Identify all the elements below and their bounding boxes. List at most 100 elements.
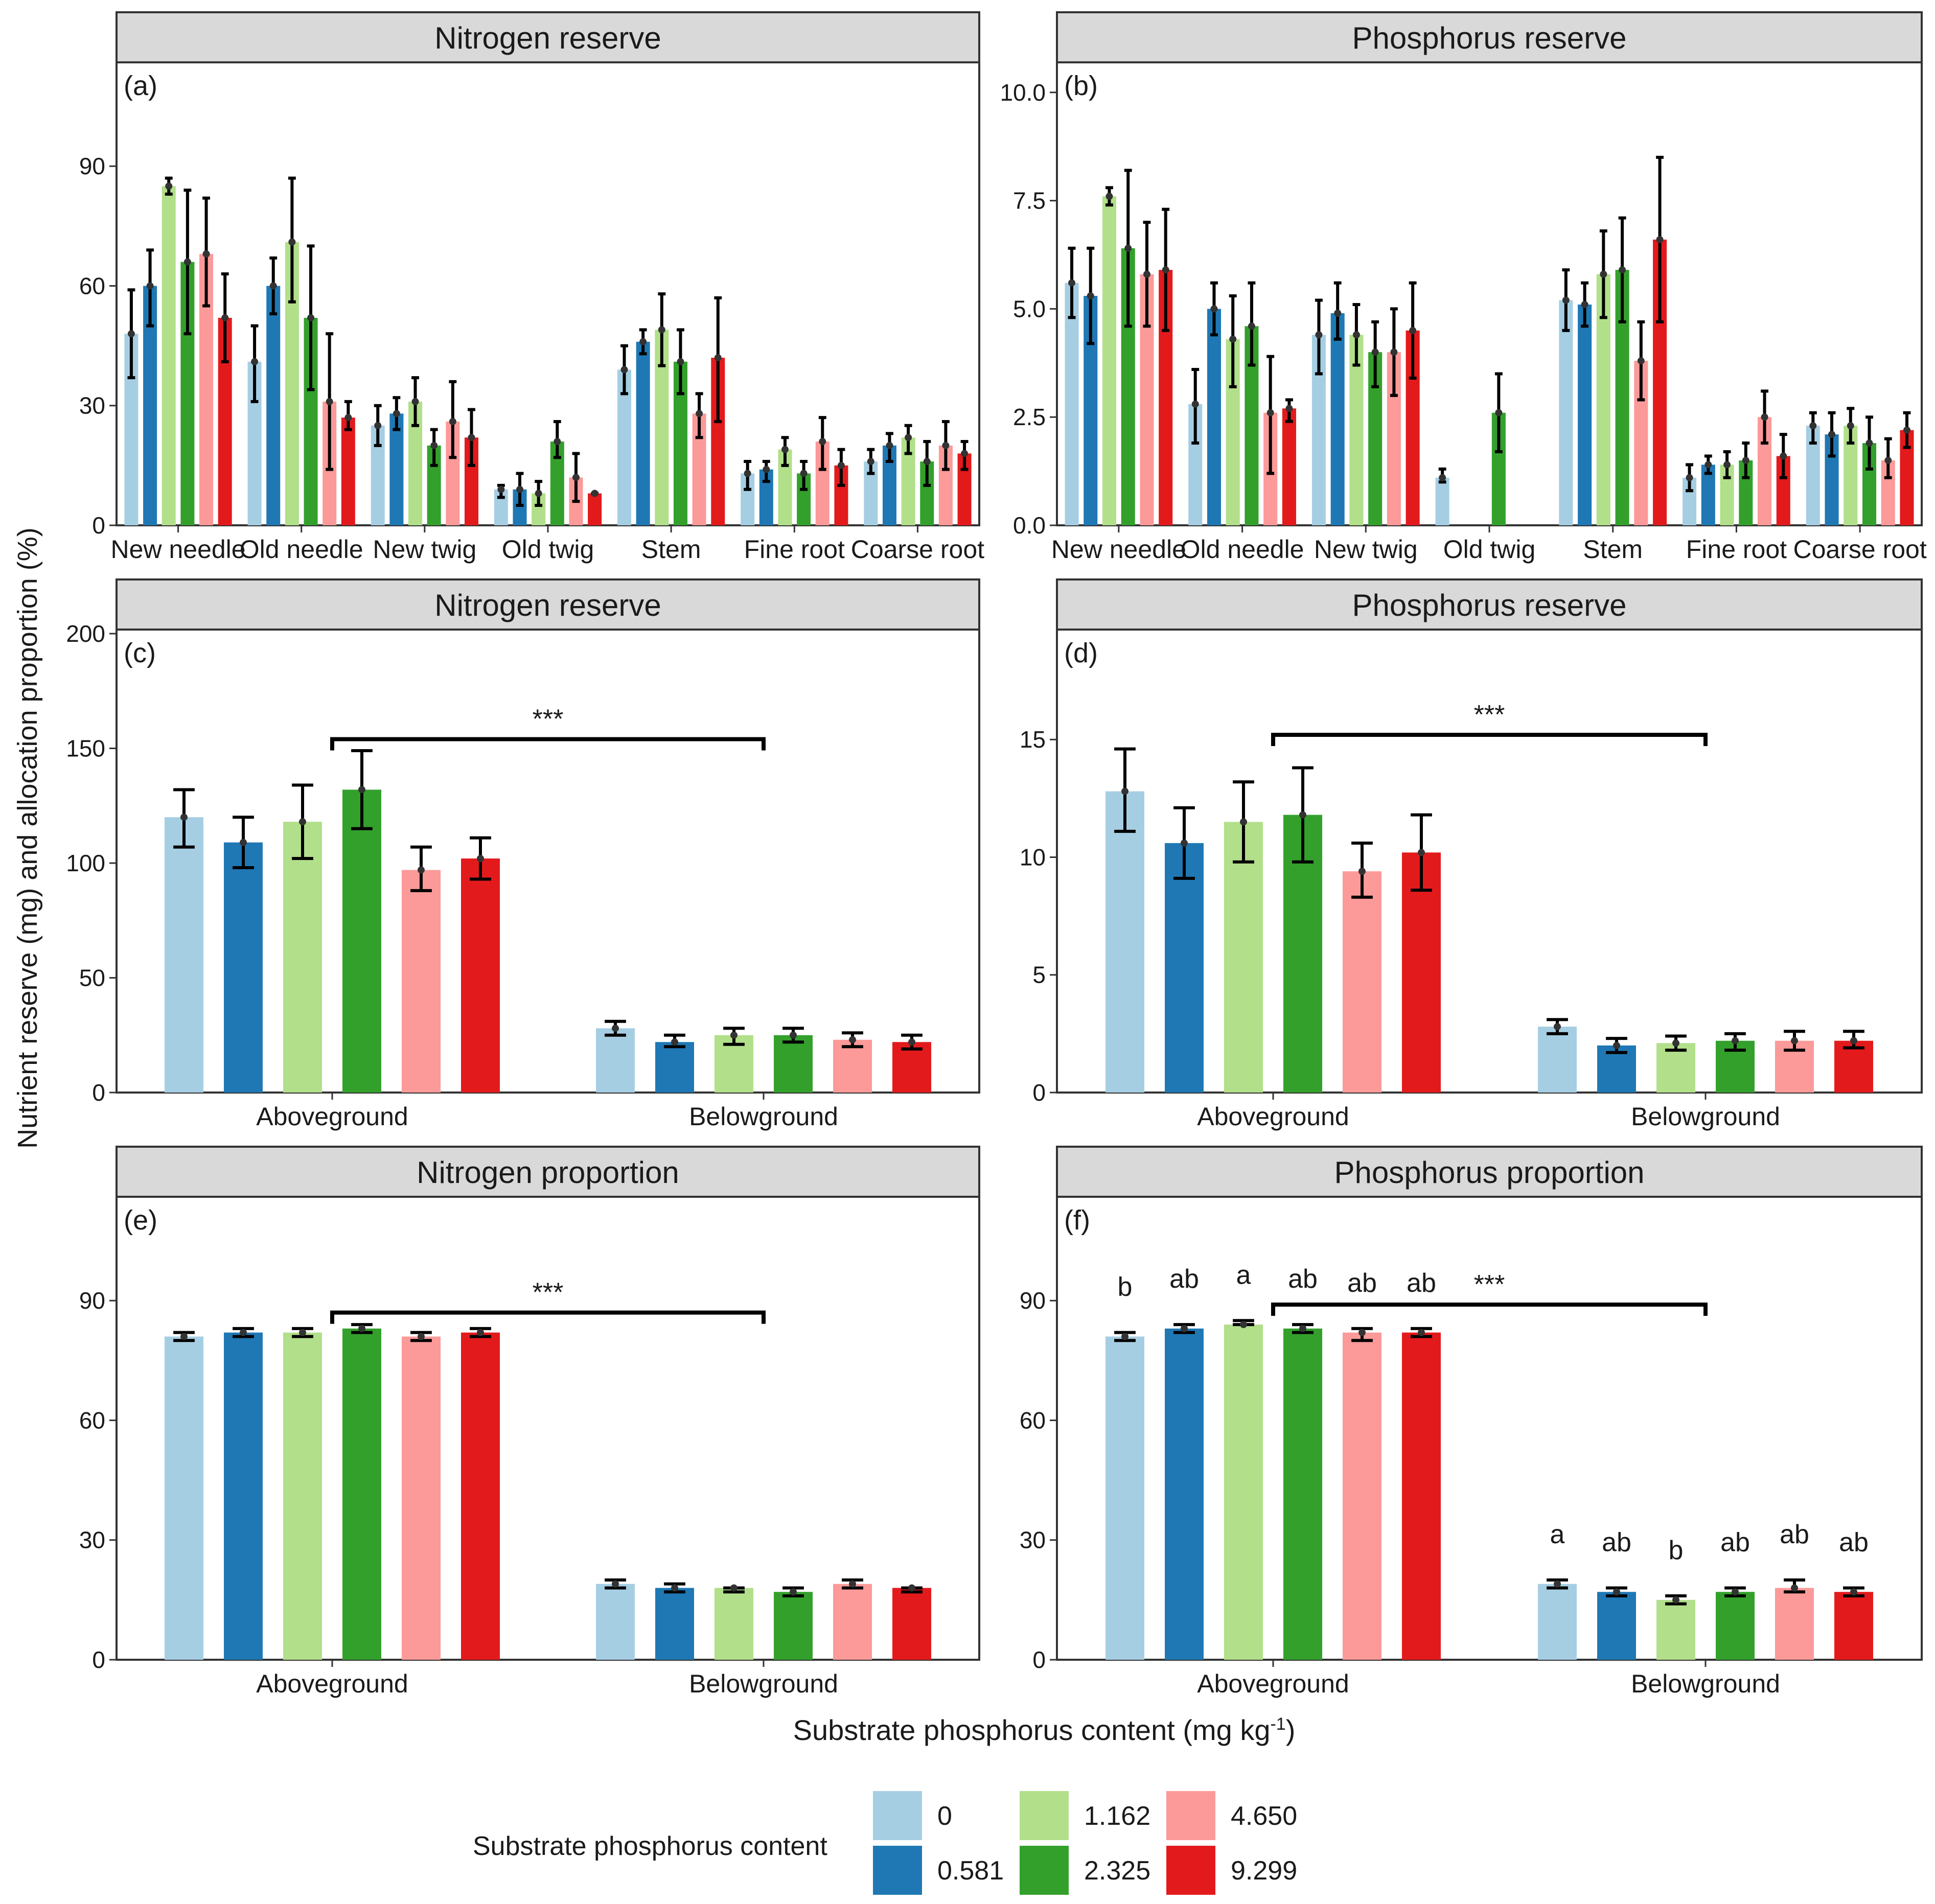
- panel-frame-e: [116, 1196, 980, 1661]
- bar-a: [617, 369, 632, 525]
- mean-point-e: [849, 1580, 856, 1588]
- mean-point-d: [1732, 1037, 1739, 1044]
- mean-point-b: [1191, 400, 1199, 408]
- mean-point-b: [1847, 422, 1854, 430]
- bar-d: [1402, 852, 1441, 1093]
- mean-point-a: [516, 485, 524, 493]
- y-tick-label-b: 2.5: [1013, 404, 1046, 430]
- x-tick-label-f: Belowground: [1631, 1669, 1780, 1698]
- bar-c: [774, 1035, 813, 1093]
- mean-point-b: [1619, 266, 1626, 274]
- mean-point-b: [1371, 349, 1379, 356]
- panel-frame-d: [1056, 629, 1923, 1094]
- x-tick-label-d: Belowground: [1631, 1102, 1780, 1131]
- mean-point-f: [1181, 1325, 1188, 1332]
- mean-point-b: [1229, 335, 1237, 343]
- legend-label-2: 1.162: [1084, 1801, 1150, 1831]
- bar-e: [283, 1332, 322, 1660]
- strip-a: [116, 11, 980, 63]
- mean-point-a: [905, 434, 912, 442]
- significance-letter-f: ab: [1347, 1268, 1377, 1298]
- mean-point-e: [180, 1333, 188, 1340]
- bar-b: [1578, 304, 1592, 525]
- mean-point-a: [183, 258, 191, 266]
- mean-point-a: [639, 338, 647, 345]
- mean-point-c: [612, 1025, 619, 1032]
- mean-point-f: [1850, 1588, 1857, 1596]
- mean-point-b: [1266, 409, 1274, 416]
- mean-point-f: [1121, 1333, 1128, 1340]
- mean-point-b: [1780, 452, 1787, 460]
- mean-point-b: [1884, 456, 1892, 464]
- bar-c: [283, 822, 322, 1093]
- mean-point-e: [358, 1325, 365, 1332]
- bar-e: [655, 1588, 694, 1660]
- strip-title-a: Nitrogen reserve: [434, 21, 661, 55]
- mean-point-b: [1723, 461, 1731, 469]
- x-tick-label-c: Belowground: [689, 1102, 838, 1131]
- strip-e: [116, 1146, 980, 1198]
- panel-tag-b: (b): [1064, 71, 1098, 101]
- bar-c: [342, 790, 381, 1093]
- mean-point-f: [1418, 1329, 1425, 1336]
- mean-point-b: [1903, 426, 1910, 434]
- legend-label-0: 0: [937, 1801, 952, 1831]
- legend-label-4: 4.650: [1231, 1801, 1297, 1831]
- mean-point-a: [886, 442, 893, 449]
- bar-f: [1538, 1584, 1577, 1660]
- mean-point-e: [240, 1329, 247, 1336]
- y-tick-label-b: 7.5: [1013, 188, 1046, 214]
- mean-point-e: [671, 1584, 678, 1592]
- legend-key-5: [1166, 1846, 1215, 1895]
- mean-point-b: [1315, 331, 1323, 339]
- mean-point-c: [849, 1036, 856, 1043]
- y-tick-label-f: 0: [1032, 1646, 1046, 1673]
- legend: Substrate phosphorus content 0 0.581 1.162 2…: [473, 1791, 1297, 1895]
- y-tick-label-b: 10.0: [1000, 79, 1046, 106]
- strip-title-d: Phosphorus reserve: [1352, 588, 1627, 622]
- bar-e: [892, 1588, 931, 1660]
- y-tick-label-f: 60: [1020, 1407, 1046, 1433]
- panel-tag-a: (a): [124, 71, 157, 101]
- mean-point-a: [554, 438, 561, 446]
- panel-tag-e: (e): [124, 1205, 157, 1236]
- mean-point-d: [1358, 868, 1366, 875]
- mean-point-b: [1742, 456, 1749, 464]
- mean-point-a: [344, 414, 352, 422]
- x-tick-label-a: Fine root: [744, 535, 845, 564]
- significance-letter-f: ab: [1288, 1264, 1318, 1294]
- mean-point-c: [790, 1031, 797, 1039]
- x-tick-label-b: Fine root: [1686, 535, 1787, 564]
- x-tick-label-b: Coarse root: [1793, 535, 1927, 564]
- mean-point-c: [240, 839, 247, 846]
- legend-title: Substrate phosphorus content: [473, 1831, 827, 1861]
- significance-letter-f: ab: [1407, 1268, 1436, 1298]
- panel-b: Phosphorus reserve 0.0 2.5 5.0 7.5 10.0 (b) New…: [1000, 11, 1927, 564]
- mean-point-a: [326, 398, 333, 405]
- panel-c: Nitrogen reserve 0 50 100 150 200 (c) Abovegrou…: [66, 578, 980, 1131]
- mean-point-e: [418, 1333, 425, 1340]
- bar-f: [1402, 1332, 1441, 1660]
- y-tick-label-b: 5.0: [1013, 295, 1046, 322]
- mean-point-e: [612, 1580, 619, 1588]
- bar-c: [833, 1039, 872, 1093]
- bar-c: [655, 1042, 694, 1093]
- mean-point-f: [1613, 1588, 1620, 1596]
- mean-point-c: [671, 1038, 678, 1046]
- mean-point-b: [1581, 300, 1588, 308]
- bar-c: [596, 1028, 635, 1093]
- bar-a: [636, 341, 650, 525]
- significance-letter-f: ab: [1169, 1264, 1199, 1294]
- strip-title-e: Nitrogen proportion: [417, 1155, 679, 1190]
- y-tick-label-d: 0: [1032, 1079, 1046, 1106]
- significance-label-d: ***: [1474, 700, 1505, 730]
- mean-point-b: [1439, 474, 1446, 481]
- mean-point-e: [477, 1329, 484, 1336]
- y-tick-label-c: 200: [66, 620, 105, 647]
- mean-point-b: [1334, 309, 1342, 317]
- bar-f: [1105, 1336, 1144, 1660]
- bar-e: [342, 1328, 381, 1660]
- mean-point-a: [591, 490, 598, 497]
